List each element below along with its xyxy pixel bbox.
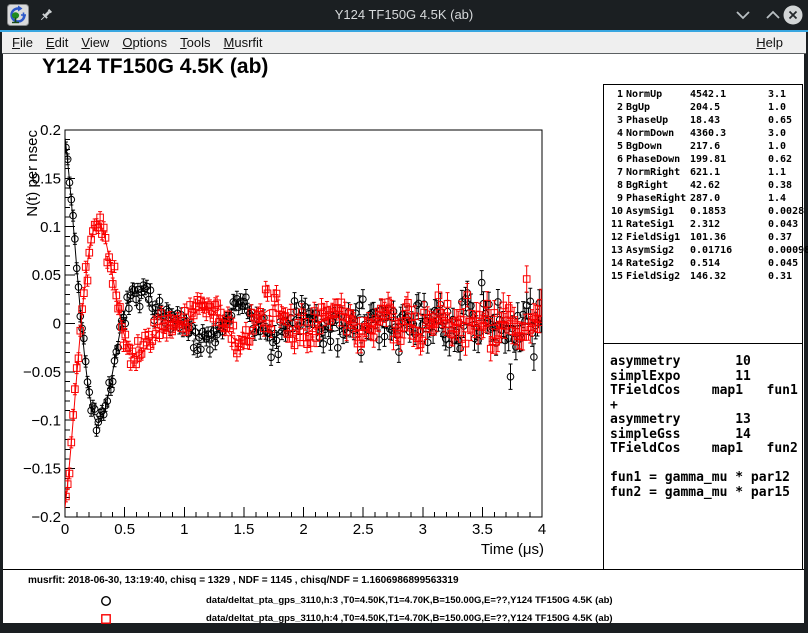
menubar-items: File Edit View Options Tools Musrfit: [12, 32, 276, 53]
svg-text:4: 4: [538, 521, 546, 538]
svg-text:1: 1: [180, 521, 188, 538]
svg-text:0.05: 0.05: [32, 267, 61, 284]
menu-file[interactable]: File: [12, 35, 33, 50]
root-app-icon: [7, 4, 29, 26]
x-axis-title: Time (μs): [481, 541, 544, 558]
svg-text:2: 2: [299, 521, 307, 538]
param-row: 6 PhaseDown 199.81 0.62: [616, 154, 793, 165]
param-row: 3 PhaseUp 18.43 0.65: [616, 115, 793, 126]
param-row: 9 PhaseRight 287.0 1.4: [616, 193, 787, 204]
series-circle: [65, 137, 542, 437]
y-axis-title: N(t) per nsec: [24, 130, 41, 217]
legend-row: data/deltat_pta_gps_3110,h:4 ,T0=4.50K,T…: [3, 610, 804, 628]
param-row: 1 NormUp 4542.1 3.1: [616, 89, 787, 100]
theory-box: asymmetry 10 simplExpo 11 TFieldCos map1…: [603, 343, 803, 570]
menu-musrfit[interactable]: Musrfit: [223, 35, 263, 50]
accent-line: [0, 30, 808, 32]
menu-edit[interactable]: Edit: [45, 35, 69, 50]
svg-text:2.5: 2.5: [353, 521, 374, 538]
legend-square-marker-icon: [101, 614, 111, 624]
fit-parameter-box: 1 NormUp 4542.1 3.1 2 BgUp 204.5 1.0 3 PhaseUp 18.…: [603, 84, 808, 344]
legend-row: data/deltat_pta_gps_3110,h:3 ,T0=4.50K,T…: [3, 592, 804, 610]
param-row: 11 RateSig1 2.312 0.043: [610, 219, 799, 230]
minimize-button[interactable]: [731, 4, 755, 26]
svg-text:−0.15: −0.15: [23, 461, 61, 478]
fit-status-line: musrfit: 2018-06-30, 13:19:40, chisq = 1…: [28, 575, 459, 586]
param-row: 13 AsymSig2 0.01716 0.00098: [610, 245, 808, 256]
param-row: 4 NormDown 4360.3 3.0: [616, 128, 787, 139]
svg-text:0.5: 0.5: [114, 521, 135, 538]
svg-text:−0.2: −0.2: [31, 509, 61, 526]
param-row: 2 BgUp 204.5 1.0: [616, 102, 787, 113]
svg-text:1.5: 1.5: [233, 521, 254, 538]
plot-title: Y124 TF150G 4.5K (ab): [42, 55, 269, 78]
legend-circle-marker-icon: [100, 595, 112, 607]
menu-view[interactable]: View: [81, 35, 110, 50]
param-row: 8 BgRight 42.62 0.38: [616, 180, 793, 191]
legend-label: data/deltat_pta_gps_3110,h:4 ,T0=4.50K,T…: [206, 613, 613, 624]
param-row: 12 FieldSig1 101.36 0.37: [610, 232, 793, 243]
param-row: 14 RateSig2 0.514 0.045: [610, 258, 799, 269]
param-row: 10 AsymSig1 0.1853 0.0028: [610, 206, 805, 217]
menu-tools[interactable]: Tools: [180, 35, 211, 50]
svg-text:0: 0: [53, 316, 61, 333]
param-row: 15 FieldSig2 146.32 0.31: [610, 271, 793, 282]
status-divider: [3, 569, 804, 570]
svg-text:3: 3: [419, 521, 427, 538]
svg-text:0: 0: [61, 521, 69, 538]
svg-text:0.1: 0.1: [40, 219, 61, 236]
menu-help[interactable]: Help: [756, 35, 783, 50]
window-title: Y124 TF150G 4.5K (ab): [334, 7, 474, 22]
legend-label: data/deltat_pta_gps_3110,h:3 ,T0=4.50K,T…: [206, 595, 613, 606]
svg-text:−0.1: −0.1: [31, 412, 61, 429]
param-row: 5 BgDown 217.6 1.0: [616, 141, 787, 152]
svg-text:0.15: 0.15: [32, 170, 61, 187]
pin-icon[interactable]: [38, 7, 54, 23]
menu-options[interactable]: Options: [122, 35, 168, 50]
root-canvas[interactable]: Y124 TF150G 4.5K (ab) 0 0.5 1 1.5 2 2.5 3 3.5 4 0…: [3, 54, 808, 624]
menu-bar: File Edit View Options Tools Musrfit Help: [2, 32, 806, 54]
title-bar[interactable]: Y124 TF150G 4.5K (ab): [0, 0, 808, 30]
maximize-button[interactable]: [761, 4, 785, 26]
svg-text:0.2: 0.2: [40, 122, 61, 139]
svg-text:−0.05: −0.05: [23, 364, 61, 381]
series-square: [65, 211, 542, 508]
theory-text: asymmetry 10 simplExpo 11 TFieldCos map1…: [610, 354, 798, 500]
param-row: 7 NormRight 621.1 1.1: [616, 167, 787, 178]
close-button[interactable]: [781, 4, 805, 26]
svg-text:3.5: 3.5: [472, 521, 493, 538]
plot-area[interactable]: 0 0.5 1 1.5 2 2.5 3 3.5 4 0.2 0.15 0.1 0.05 0 −0.05 −0.…: [3, 54, 804, 623]
